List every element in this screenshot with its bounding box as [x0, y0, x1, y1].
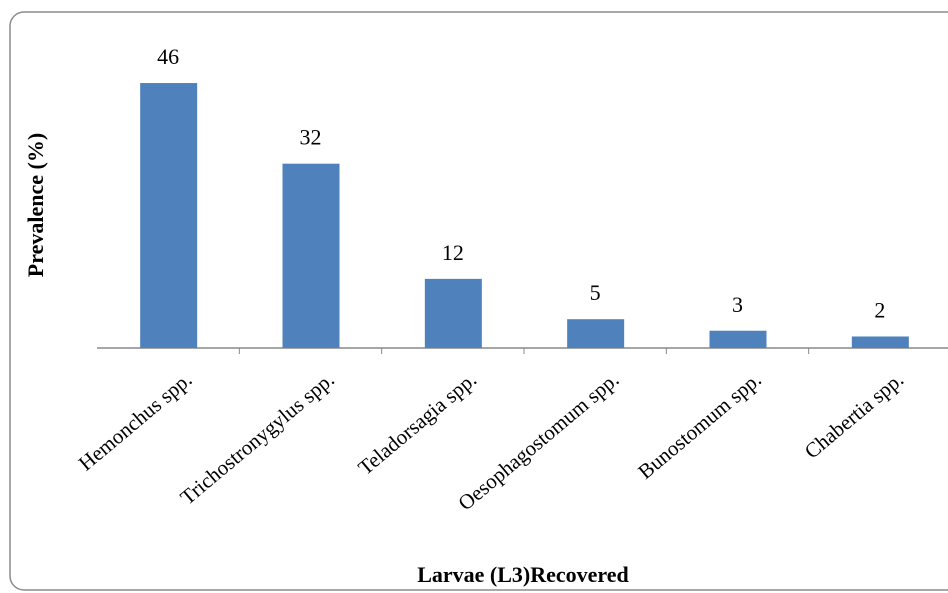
data-label: 3 — [732, 292, 743, 317]
bar — [282, 163, 340, 348]
data-label: 12 — [442, 240, 464, 265]
y-axis-title: Prevalence (%) — [23, 133, 48, 277]
x-axis-title: Larvae (L3)Recovered — [417, 562, 629, 587]
bar — [851, 336, 909, 348]
data-label: 2 — [874, 298, 885, 323]
bar — [140, 83, 198, 348]
data-label: 5 — [590, 280, 601, 305]
data-label: 32 — [300, 125, 322, 150]
bar — [567, 319, 625, 348]
data-label: 46 — [157, 44, 179, 69]
bar — [424, 278, 482, 348]
bar — [709, 330, 767, 348]
